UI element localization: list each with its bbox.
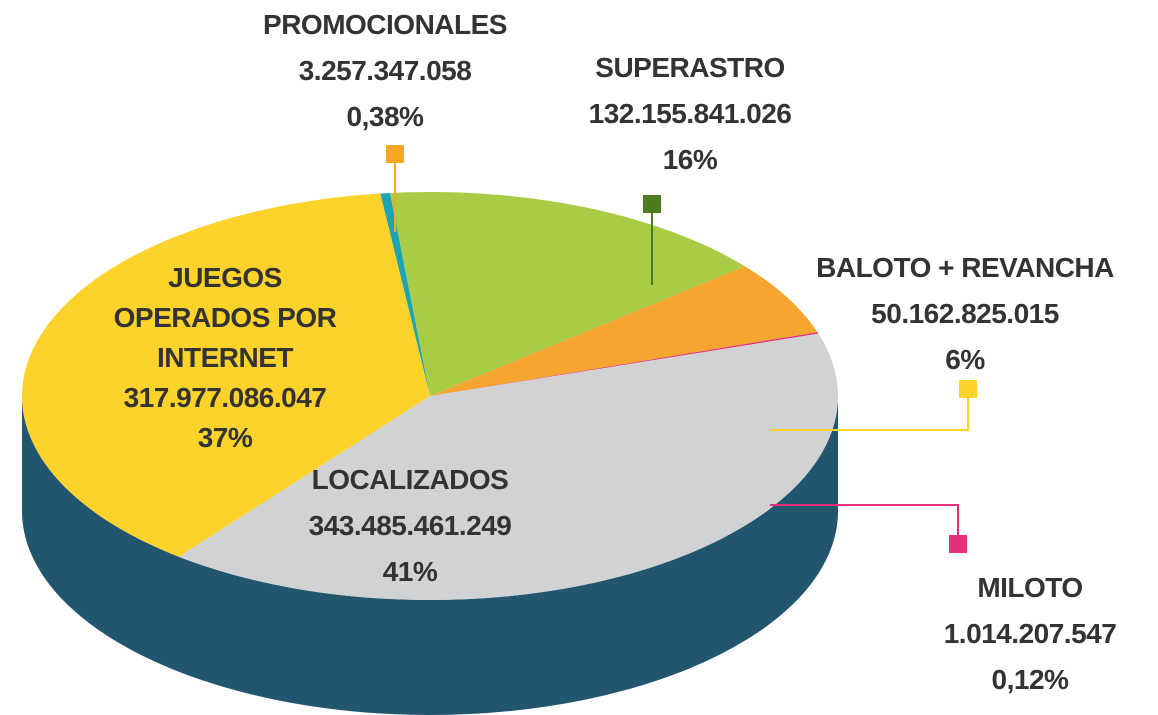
slice-label: MILOTO 1.014.207.547 0,12% (944, 565, 1117, 703)
pie-slice (430, 266, 818, 396)
slice-label: JUEGOS OPERADOS POR INTERNET 317.977.086.… (90, 258, 360, 458)
pie-side (22, 396, 838, 715)
category-label: LOCALIZADOS (311, 464, 509, 495)
category-label: BALOTO + REVANCHA (816, 252, 1114, 283)
leader-marker (386, 145, 404, 163)
category-label: JUEGOS OPERADOS POR INTERNET (113, 262, 337, 373)
percent-label: 6% (945, 344, 985, 375)
pie-slice (430, 332, 819, 396)
leader-line (770, 504, 959, 540)
slice-label: PROMOCIONALES 3.257.347.058 0,38% (263, 2, 507, 140)
pie-slice (380, 192, 430, 396)
leaders (386, 145, 977, 553)
value-label: 132.155.841.026 (588, 98, 792, 129)
percent-label: 0,12% (991, 664, 1069, 695)
percent-label: 16% (662, 144, 718, 175)
value-label: 317.977.086.047 (123, 382, 327, 413)
pie-slice (178, 333, 838, 601)
leader-marker (643, 195, 661, 213)
percent-label: 0,38% (346, 101, 424, 132)
category-label: PROMOCIONALES (263, 9, 507, 40)
category-label: SUPERASTRO (595, 52, 785, 83)
value-label: 343.485.461.249 (308, 510, 512, 541)
value-label: 50.162.825.015 (871, 298, 1059, 329)
slice-label: LOCALIZADOS 343.485.461.249 41% (309, 457, 512, 595)
percent-label: 41% (382, 556, 438, 587)
leader-line (770, 395, 969, 431)
category-label: MILOTO (977, 572, 1083, 603)
percent-label: 37% (197, 422, 253, 453)
leader-marker (949, 535, 967, 553)
value-label: 3.257.347.058 (298, 55, 472, 86)
value-label: 1.014.207.547 (943, 618, 1117, 649)
pie-slice (21, 193, 430, 557)
pie-slice (390, 192, 745, 396)
slice-label: SUPERASTRO 132.155.841.026 16% (589, 45, 792, 183)
leader-marker (959, 380, 977, 398)
slice-label: BALOTO + REVANCHA 50.162.825.015 6% (816, 245, 1114, 383)
